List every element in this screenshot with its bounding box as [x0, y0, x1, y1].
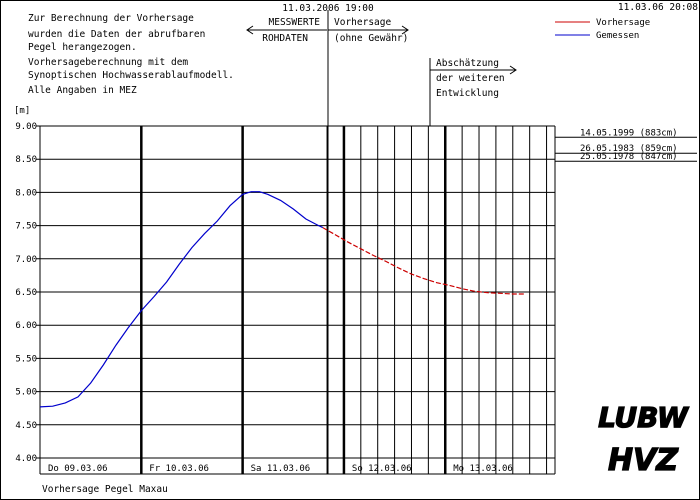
y-tick-label: 8.50 [15, 155, 37, 165]
series-layer [39, 191, 526, 408]
y-tick-label: 4.00 [15, 454, 37, 464]
header-timestamp: 11.03.06 20:08 [618, 2, 698, 13]
arrow-right-icon [401, 25, 409, 35]
der-weiteren-label: der weiteren [436, 73, 505, 84]
lubw-logo: LUBW [597, 400, 689, 434]
y-tick-label: 5.00 [15, 388, 37, 398]
note-line: Alle Angaben in MEZ [28, 85, 137, 96]
rohdaten-label: ROHDATEN [262, 33, 308, 44]
legend-label-measured: Gemessen [596, 31, 639, 41]
cut-timestamp: 11.03.2006 19:00 [282, 3, 374, 14]
reference-level-label: 26.05.1983 (859cm) [580, 144, 678, 154]
y-tick-label: 9.00 [15, 122, 37, 132]
note-line: Zur Berechnung der Vorhersage [28, 13, 194, 24]
day-label: Mo 13.03.06 [453, 464, 513, 474]
y-tick-label: 7.50 [15, 222, 37, 232]
footer-caption: Vorhersage Pegel Maxau [42, 484, 168, 495]
y-tick-label: 8.00 [15, 188, 37, 198]
day-label: Fr 10.03.06 [149, 464, 209, 474]
vorhersage-label: Vorhersage [334, 17, 391, 28]
y-tick-label: 4.50 [15, 421, 37, 431]
reference-levels: 14.05.1999 (883cm) 26.05.1983 (859cm)25.0… [555, 128, 697, 162]
lubw-logo-text: LUBW [598, 401, 689, 434]
arrow-right-icon [509, 65, 517, 75]
note-line: Vorhersageberechnung mit dem [28, 57, 188, 68]
y-tick-label: 6.00 [15, 321, 37, 331]
series-line [39, 191, 324, 408]
series-line [322, 227, 526, 295]
reference-level-label: 25.05.1978 (847cm) [580, 152, 678, 162]
legend: Vorhersage Gemessen [555, 18, 650, 41]
y-tick-label: 6.50 [15, 288, 37, 298]
legend-label-forecast: Vorhersage [596, 18, 650, 28]
ohne-gewaehr-label: (ohne Gewähr) [334, 33, 408, 44]
hvz-logo: HVZ [607, 442, 680, 478]
reference-level-label: 14.05.1999 (883cm) [580, 128, 678, 138]
day-labels: Do 09.03.06 Fr 10.03.06 Sa 11.03.06 So 12.0… [48, 464, 513, 474]
hvz-logo-text: HVZ [608, 443, 679, 478]
entwicklung-label: Entwicklung [436, 88, 499, 99]
y-tick-label: 5.50 [15, 354, 37, 364]
arrow-left-icon [246, 25, 254, 35]
day-label: Sa 11.03.06 [251, 464, 311, 474]
y-tick-label: 7.00 [15, 255, 37, 265]
period-arrows: MESSWERTE ROHDATEN Vorhersage (ohne Gewä… [246, 17, 517, 99]
info-notes: Zur Berechnung der Vorhersage wurden die… [28, 13, 234, 96]
y-axis-unit: [m] [14, 106, 30, 116]
messwerte-label: MESSWERTE [269, 17, 321, 28]
y-tick-labels: 9.00 8.50 8.00 7.50 7.00 6.50 6.00 5.50 5.00 4.50… [15, 122, 37, 464]
note-line: Synoptischen Hochwasserablaufmodell. [28, 70, 234, 81]
grid-layer [36, 10, 556, 475]
day-label: Do 09.03.06 [48, 464, 108, 474]
abschaetzung-label: Abschätzung [436, 58, 499, 69]
note-line: wurden die Daten der abrufbaren [28, 29, 205, 40]
day-label: So 12.03.06 [352, 464, 412, 474]
note-line: Pegel herangezogen. [28, 42, 137, 53]
